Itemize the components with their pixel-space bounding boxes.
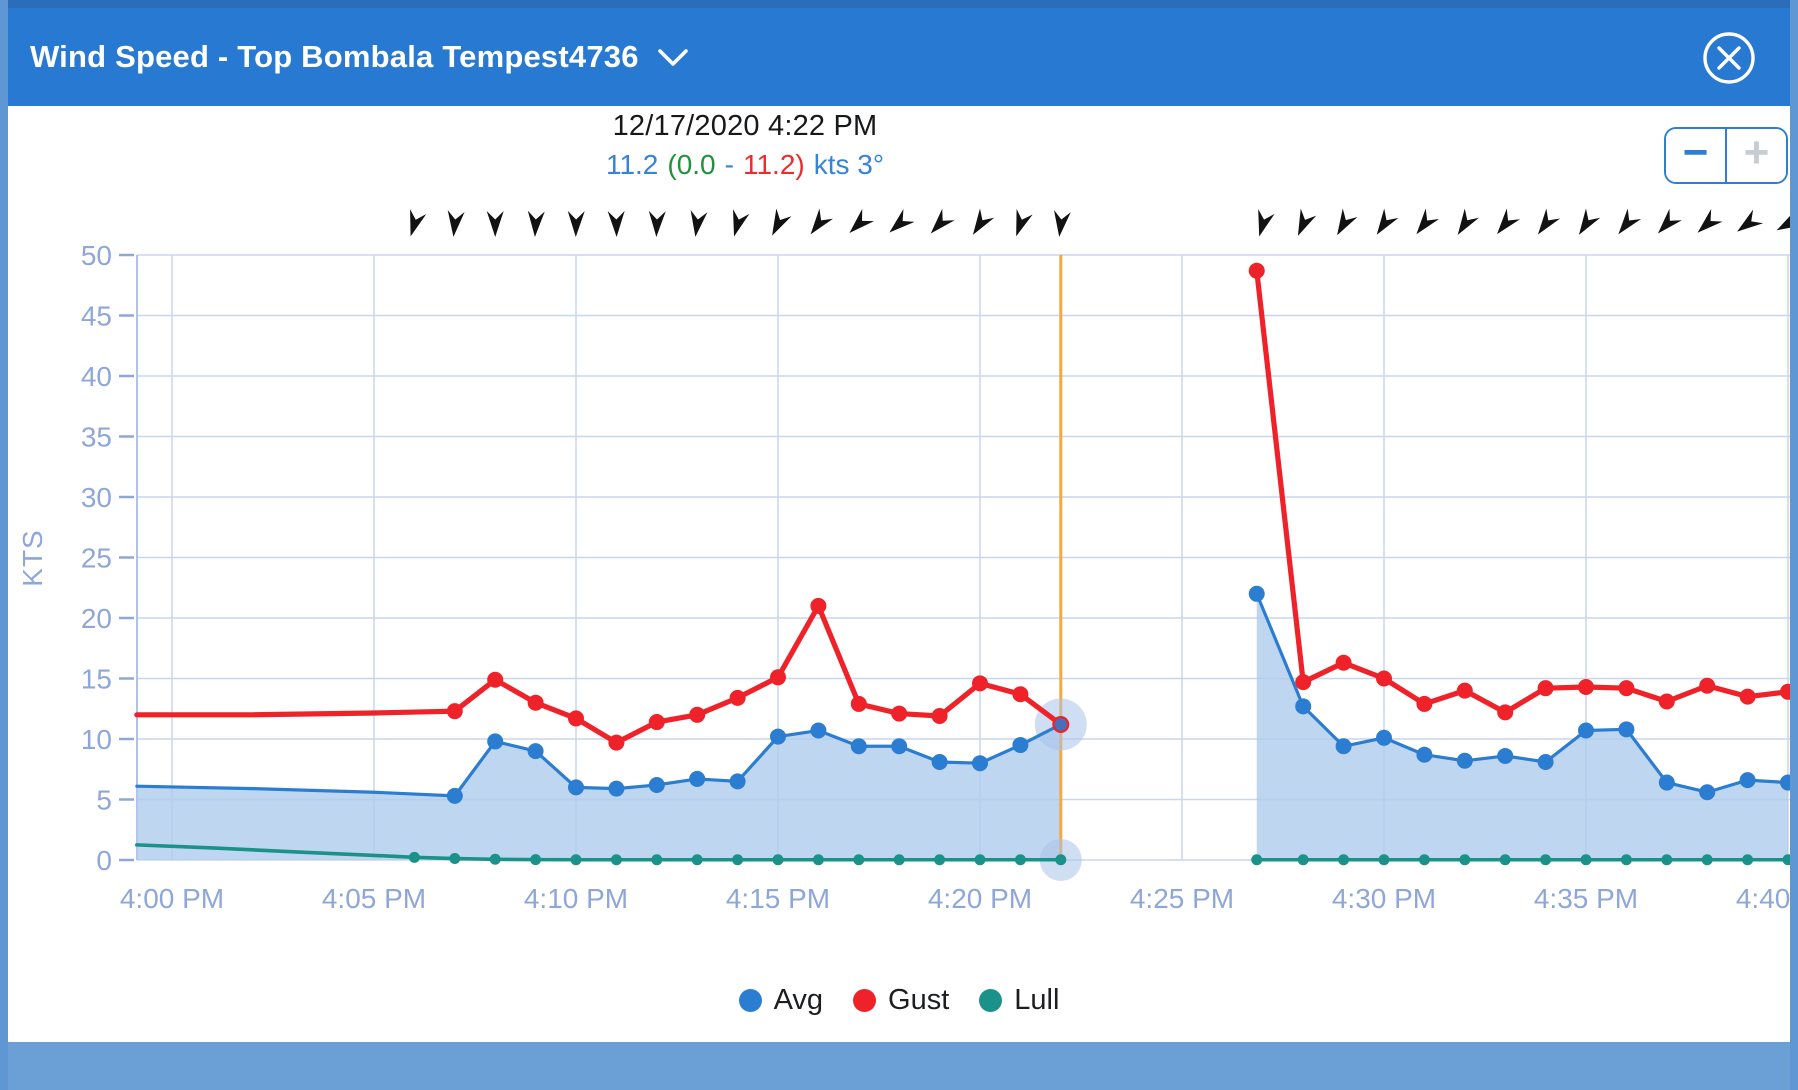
svg-text:25: 25 bbox=[81, 543, 112, 574]
svg-text:15: 15 bbox=[81, 664, 112, 695]
svg-text:4:25 PM: 4:25 PM bbox=[1130, 883, 1234, 914]
readout-dash: - bbox=[724, 149, 734, 180]
legend-item-gust[interactable]: Gust bbox=[853, 984, 949, 1017]
svg-text:4:30 PM: 4:30 PM bbox=[1332, 883, 1436, 914]
readout-avg: 11.2 bbox=[605, 149, 659, 180]
svg-text:4:10 PM: 4:10 PM bbox=[524, 883, 628, 914]
chevron-down-icon[interactable] bbox=[657, 48, 689, 73]
window-footer-strip bbox=[0, 1042, 1798, 1090]
svg-text:4:05 PM: 4:05 PM bbox=[322, 883, 426, 914]
titlebar: Wind Speed - Top Bombala Tempest4736 bbox=[8, 8, 1790, 106]
readout-lull: (0.0 bbox=[667, 149, 716, 180]
svg-text:0: 0 bbox=[96, 845, 112, 876]
svg-text:KTS: KTS bbox=[17, 529, 48, 586]
close-icon bbox=[1703, 32, 1755, 84]
lull-series-dot-icon bbox=[979, 989, 1003, 1012]
readout-gust: 11.2) bbox=[742, 149, 805, 180]
window-frame-right bbox=[1790, 0, 1798, 1090]
svg-text:10: 10 bbox=[81, 724, 112, 755]
close-button[interactable] bbox=[1702, 31, 1756, 85]
chart-legend: Avg Gust Lull bbox=[0, 984, 1798, 1017]
readout-datetime: 12/17/2020 4:22 PM bbox=[612, 110, 878, 142]
window-frame-left bbox=[0, 0, 8, 1090]
svg-text:35: 35 bbox=[81, 422, 112, 453]
svg-text:5: 5 bbox=[96, 785, 112, 816]
svg-text:20: 20 bbox=[81, 603, 112, 634]
readout-units: kts 3° bbox=[813, 149, 885, 180]
zoom-in-button[interactable]: + bbox=[1727, 129, 1786, 182]
svg-text:4:15 PM: 4:15 PM bbox=[726, 883, 830, 914]
zoom-control: − + bbox=[1664, 127, 1788, 184]
svg-text:4:40 PM: 4:40 PM bbox=[1736, 883, 1798, 914]
legend-item-lull[interactable]: Lull bbox=[979, 984, 1059, 1017]
svg-text:4:20 PM: 4:20 PM bbox=[928, 883, 1032, 914]
gust-series-dot-icon bbox=[853, 989, 877, 1012]
svg-text:45: 45 bbox=[81, 301, 112, 332]
page-title: Wind Speed - Top Bombala Tempest4736 bbox=[30, 39, 639, 74]
window-frame-top bbox=[0, 0, 1798, 8]
readout-values: 11.2 (0.0 - 11.2) kts 3° bbox=[606, 149, 884, 181]
zoom-control-divider bbox=[1725, 129, 1727, 182]
svg-text:40: 40 bbox=[81, 361, 112, 392]
svg-text:4:35 PM: 4:35 PM bbox=[1534, 883, 1638, 914]
avg-series-dot-icon bbox=[738, 989, 762, 1012]
legend-item-avg[interactable]: Avg bbox=[738, 984, 823, 1017]
zoom-out-button[interactable]: − bbox=[1666, 129, 1725, 182]
svg-text:30: 30 bbox=[81, 482, 112, 513]
svg-text:50: 50 bbox=[81, 240, 112, 271]
svg-text:4:00 PM: 4:00 PM bbox=[120, 883, 224, 914]
hover-readout: 12/17/2020 4:22 PM 11.2 (0.0 - 11.2) kts… bbox=[0, 110, 1490, 181]
